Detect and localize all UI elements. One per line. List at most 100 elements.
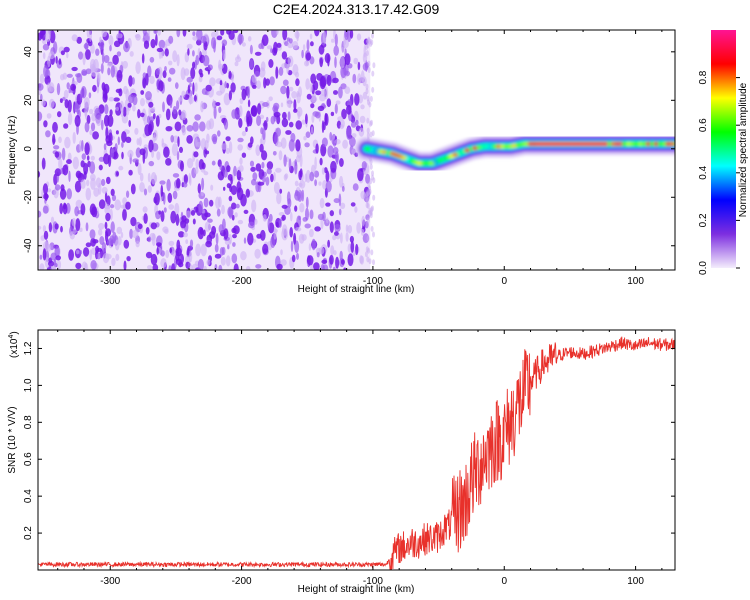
noise-speckle — [103, 55, 110, 63]
noise-speckle — [237, 144, 243, 151]
noise-speckle — [102, 252, 110, 264]
noise-speckle — [91, 206, 98, 218]
noise-speckle — [313, 262, 320, 270]
noise-speckle — [148, 101, 154, 108]
noise-speckle — [370, 39, 374, 46]
noise-speckle — [84, 121, 90, 133]
noise-speckle — [169, 67, 176, 75]
noise-speckle — [249, 59, 254, 69]
noise-speckle — [360, 70, 365, 83]
noise-speckle — [104, 104, 109, 115]
noise-speckle — [137, 223, 143, 230]
noise-speckle — [267, 218, 271, 230]
noise-speckle — [266, 45, 273, 50]
noise-speckle — [43, 65, 49, 78]
noise-speckle — [257, 103, 262, 115]
noise-speckle — [251, 178, 257, 186]
noise-speckle — [116, 226, 123, 235]
noise-speckle — [241, 88, 247, 101]
signal-ridge — [355, 132, 675, 175]
noise-speckle — [290, 132, 296, 143]
noise-speckle — [209, 199, 214, 207]
noise-speckle — [226, 165, 231, 173]
noise-speckle — [71, 34, 78, 42]
noise-speckle — [93, 187, 100, 197]
noise-speckle — [339, 56, 345, 69]
noise-speckle — [372, 62, 376, 69]
snr-axes: -300 -200 -100 0 100 0.2 0.4 0.6 0.8 1.0 1.2 — [23, 330, 675, 587]
noise-speckle — [306, 39, 310, 51]
noise-speckle — [38, 83, 44, 91]
noise-speckle — [366, 190, 370, 197]
noise-speckle — [116, 171, 119, 177]
noise-speckle — [332, 266, 336, 270]
noise-speckle — [60, 50, 65, 56]
noise-speckle — [128, 75, 133, 87]
noise-speckle — [59, 188, 67, 200]
noise-speckle — [165, 249, 170, 259]
noise-speckle — [372, 177, 376, 184]
noise-speckle — [275, 221, 279, 228]
noise-speckle — [67, 99, 72, 113]
noise-speckle — [53, 173, 58, 186]
noise-speckle — [39, 263, 45, 270]
noise-speckle — [203, 197, 209, 208]
noise-speckle — [38, 225, 42, 230]
figure-title: C2E4.2024.313.17.42.G09 — [273, 1, 440, 17]
noise-speckle — [86, 155, 90, 161]
noise-speckle — [359, 115, 366, 124]
noise-speckle — [101, 242, 107, 253]
noise-speckle — [296, 90, 299, 98]
noise-speckle — [86, 114, 91, 125]
noise-speckle — [198, 200, 204, 214]
noise-speckle — [172, 190, 178, 200]
noise-speckle — [310, 103, 315, 109]
noise-speckle — [254, 248, 261, 259]
noise-speckle — [83, 162, 89, 175]
noise-speckle — [228, 90, 232, 101]
noise-speckle — [156, 247, 159, 255]
noise-speckle — [123, 260, 127, 270]
noise-speckle — [230, 176, 233, 185]
noise-speckle — [223, 169, 228, 178]
noise-speckle — [327, 145, 334, 158]
noise-speckle — [122, 208, 127, 221]
noise-speckle — [105, 135, 111, 144]
noise-speckle — [68, 249, 74, 261]
spectrogram-x-tick-label: 100 — [627, 276, 644, 287]
noise-speckle — [323, 121, 326, 131]
noise-speckle — [366, 217, 370, 224]
noise-speckle — [98, 164, 103, 171]
noise-speckle — [335, 100, 341, 105]
noise-speckle — [293, 108, 298, 113]
noise-speckle — [301, 119, 306, 125]
noise-speckle — [195, 54, 200, 66]
noise-speckle — [176, 100, 180, 110]
noise-speckle — [186, 125, 194, 132]
noise-speckle — [187, 262, 191, 267]
noise-speckle — [195, 243, 202, 257]
noise-speckle — [369, 178, 373, 185]
noise-speckle — [42, 43, 50, 51]
noise-speckle — [231, 214, 235, 221]
noise-speckle — [298, 182, 303, 187]
snr-series — [38, 336, 675, 570]
noise-speckle — [347, 253, 354, 267]
noise-speckle — [193, 151, 199, 158]
noise-speckle — [78, 51, 84, 60]
noise-speckle — [304, 173, 308, 183]
noise-speckle — [246, 266, 251, 270]
noise-speckle — [66, 82, 70, 90]
noise-speckle — [306, 93, 312, 100]
noise-speckle — [123, 42, 130, 53]
noise-speckle — [265, 176, 270, 186]
noise-speckle — [178, 231, 185, 238]
noise-speckle — [125, 201, 131, 210]
snr-y-tick-label: 0.4 — [23, 489, 34, 503]
noise-speckle — [54, 223, 59, 230]
noise-speckle — [237, 219, 244, 225]
noise-speckle — [275, 127, 282, 137]
noise-speckle — [201, 191, 204, 197]
noise-speckle — [316, 252, 320, 258]
noise-speckle — [281, 204, 288, 209]
